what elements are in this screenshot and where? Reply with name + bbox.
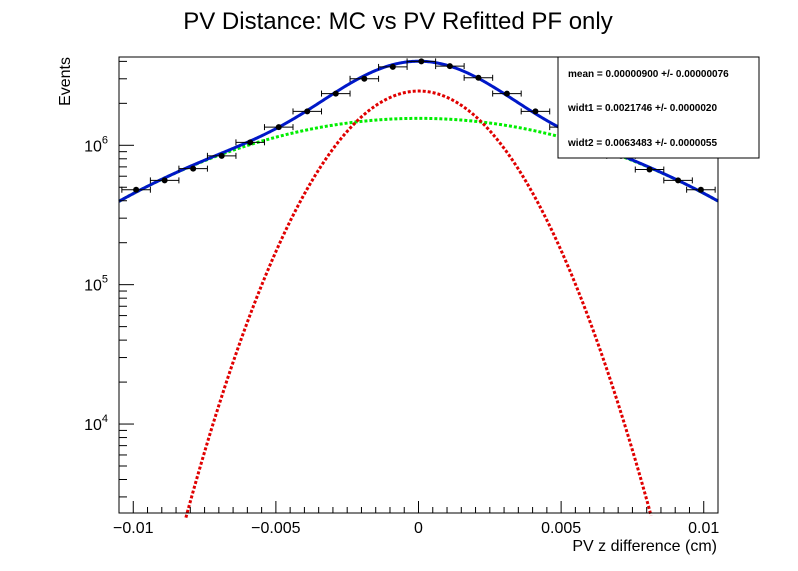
data-point xyxy=(378,63,408,70)
point-marker xyxy=(389,63,396,70)
y-axis-label: Events xyxy=(57,57,74,106)
point-marker xyxy=(332,90,339,97)
data-point xyxy=(634,166,665,173)
point-marker xyxy=(218,152,225,159)
point-marker xyxy=(418,58,425,65)
point-marker xyxy=(133,186,140,193)
point-marker xyxy=(161,177,168,184)
x-tick-label: −0.005 xyxy=(251,520,300,537)
x-axis: −0.01 −0.005 0 0.005 0.01 xyxy=(113,501,719,537)
data-point xyxy=(406,58,437,65)
stats-mean: mean = 0.00000900 +/- 0.00000076 xyxy=(568,69,729,80)
y-tick-exponent: 6 xyxy=(102,134,108,146)
point-marker xyxy=(675,177,682,184)
y-tick-base: 10 xyxy=(84,417,102,434)
point-marker xyxy=(275,124,282,131)
x-tick-label: 0.005 xyxy=(541,520,581,537)
x-tick-label: −0.01 xyxy=(113,520,154,537)
data-point xyxy=(292,108,323,115)
point-marker xyxy=(190,165,197,172)
stats-box: mean = 0.00000900 +/- 0.00000076 widt1 =… xyxy=(557,56,760,159)
y-tick-base: 10 xyxy=(84,278,102,295)
y-tick-exponent: 5 xyxy=(102,274,108,286)
chart-title: PV Distance: MC vs PV Refitted PF only xyxy=(183,8,612,35)
stats-width1: widt1 = 0.0021746 +/- 0.0000020 xyxy=(567,103,717,114)
data-point xyxy=(463,74,494,81)
data-point xyxy=(206,152,237,159)
x-axis-label: PV z difference (cm) xyxy=(572,538,717,555)
data-point xyxy=(663,177,693,184)
point-marker xyxy=(304,108,311,115)
narrow-gaussian-curve xyxy=(184,89,653,519)
point-marker xyxy=(646,166,653,173)
data-point xyxy=(178,165,208,172)
data-point xyxy=(235,139,265,146)
data-point xyxy=(435,63,465,70)
x-tick-label: 0.01 xyxy=(688,520,719,537)
point-marker xyxy=(247,139,254,146)
data-point xyxy=(349,75,380,82)
point-marker xyxy=(532,108,539,115)
data-point xyxy=(321,90,351,97)
stats-box-frame xyxy=(557,56,760,159)
y-tick-label: 105 xyxy=(84,274,108,295)
point-marker xyxy=(697,186,704,193)
y-tick-exponent: 4 xyxy=(102,413,108,425)
y-tick-label: 104 xyxy=(84,413,108,434)
point-marker xyxy=(503,90,510,97)
y-tick-base: 10 xyxy=(84,138,102,155)
stats-width2: widt2 = 0.0063483 +/- 0.0000055 xyxy=(567,138,717,149)
point-marker xyxy=(446,63,453,70)
y-tick-label: 106 xyxy=(84,134,108,155)
data-point xyxy=(492,90,522,97)
data-point xyxy=(263,124,294,131)
data-point xyxy=(686,186,716,193)
data-point xyxy=(149,177,180,184)
point-marker xyxy=(475,74,482,81)
x-tick-label: 0 xyxy=(414,520,423,537)
data-point xyxy=(520,108,551,115)
point-marker xyxy=(361,75,368,82)
